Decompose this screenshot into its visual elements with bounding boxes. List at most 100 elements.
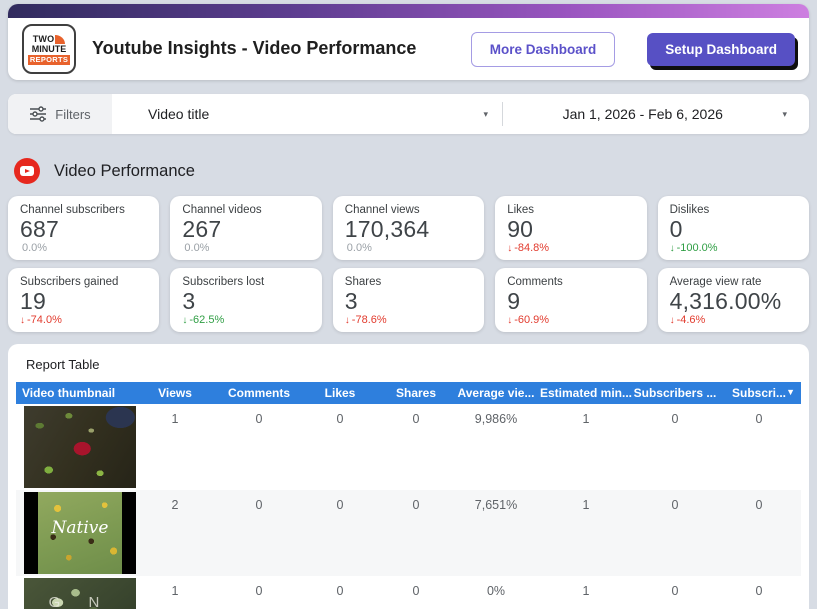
filters-label: Filters [55, 106, 91, 122]
header-gradient-bar [8, 4, 809, 18]
cell-views: 2 [171, 498, 179, 512]
thumbnail-text: Native [51, 518, 109, 539]
filter-divider [502, 102, 503, 126]
down-arrow-icon: ↓ [507, 242, 513, 254]
filters-button[interactable]: Filters [8, 94, 112, 134]
metric-card-shares: Shares 3 ↓ -78.6% [332, 268, 485, 332]
down-arrow-icon: ↓ [20, 314, 25, 326]
video-title-filter-label: Video title [148, 106, 210, 122]
cell-subscribers: 0 [671, 584, 679, 598]
chevron-down-icon: ▾ [782, 108, 787, 119]
report-table-card: Report Table Video thumbnail Views Comme… [8, 344, 809, 609]
column-header-average-view[interactable]: Average vie... [457, 386, 535, 400]
logo-line2: MINUTE [31, 43, 67, 54]
down-arrow-icon: ↓ [182, 314, 188, 326]
more-dashboard-button[interactable]: More Dashboard [470, 31, 616, 67]
metric-delta: -100.0% [676, 242, 718, 255]
metric-label: Likes [507, 204, 535, 216]
metric-value: 687 [20, 216, 59, 242]
cell-likes: 0 [336, 584, 344, 598]
cell-subscri: 0 [755, 584, 763, 598]
metric-label: Average view rate [669, 276, 762, 288]
metric-value: 267 [182, 216, 222, 242]
cell-likes: 0 [336, 412, 344, 426]
logo-line1: TWO [32, 34, 55, 45]
two-minute-reports-logo: TWO MINUTE REPORTS [22, 24, 76, 74]
video-thumbnail[interactable]: G N [24, 578, 136, 609]
date-range-dropdown[interactable]: Jan 1, 2026 - Feb 6, 2026 ▾ [503, 94, 809, 134]
metric-value: 170,364 [344, 216, 430, 242]
metric-card-subscribers-lost: Subscribers lost 3 ↓ -62.5% [170, 268, 322, 332]
metric-value: 4,316.00% [669, 288, 782, 314]
table-row: Native 2 0 0 0 7,651% 1 0 0 [16, 490, 801, 576]
video-title-filter-dropdown[interactable]: Video title ▾ [112, 94, 502, 134]
cell-comments: 0 [255, 584, 263, 598]
column-header-subscribers[interactable]: Subscribers ... [633, 386, 717, 400]
cell-comments: 0 [255, 498, 263, 512]
column-header-video-thumbnail[interactable]: Video thumbnail [22, 386, 116, 400]
cell-average-view: 9,986% [474, 412, 518, 426]
metric-value: 90 [507, 216, 534, 242]
cell-shares: 0 [412, 412, 420, 426]
column-header-subscri[interactable]: Subscri... [731, 386, 787, 400]
metric-card-comments: Comments 9 ↓ -60.9% [495, 268, 647, 332]
youtube-icon [14, 158, 40, 184]
video-thumbnail[interactable] [24, 406, 136, 488]
metric-label: Channel views [344, 204, 420, 216]
video-thumbnail[interactable]: Native [24, 492, 136, 574]
table-row: G N 1 0 0 0 0% 1 0 0 [16, 576, 801, 609]
table-header-row: Video thumbnail Views Comments Likes Sha… [16, 382, 801, 404]
down-arrow-icon: ↓ [669, 242, 675, 254]
metric-label: Shares [344, 276, 382, 288]
metric-cards-grid: Channel subscribers 687 0.0% Channel vid… [8, 196, 809, 332]
header: TWO MINUTE REPORTS Youtube Insights - Vi… [8, 4, 809, 80]
sliders-icon [30, 106, 47, 122]
metric-value: 3 [182, 288, 196, 314]
column-header-views[interactable]: Views [158, 386, 192, 400]
metric-label: Channel subscribers [20, 204, 125, 216]
metric-delta: -4.6% [676, 314, 706, 327]
metric-delta: 0.0% [22, 242, 48, 255]
metric-label: Dislikes [669, 204, 710, 216]
down-arrow-icon: ↓ [344, 314, 350, 326]
cell-average-view: 7,651% [474, 498, 518, 512]
page-title: Youtube Insights - Video Performance [92, 38, 417, 59]
cell-subscribers: 0 [671, 412, 679, 426]
metric-value: 0 [669, 216, 683, 242]
metric-label: Subscribers gained [20, 276, 119, 288]
metric-card-subscribers-gained: Subscribers gained 19 ↓ -74.0% [8, 268, 160, 332]
logo-line3: REPORTS [27, 55, 71, 65]
metric-value: 9 [507, 288, 521, 314]
metric-card-dislikes: Dislikes 0 ↓ -100.0% [657, 196, 809, 260]
cell-views: 1 [171, 412, 179, 426]
metric-card-channel-subscribers: Channel subscribers 687 0.0% [8, 196, 160, 260]
column-header-comments[interactable]: Comments [227, 386, 290, 400]
metric-delta: 0.0% [184, 242, 210, 255]
cell-subscri: 0 [755, 498, 763, 512]
metric-label: Subscribers lost [182, 276, 265, 288]
cell-estimated-min: 1 [582, 584, 590, 598]
column-header-estimated-min[interactable]: Estimated min... [539, 386, 633, 400]
sort-caret-icon[interactable]: ▼ [786, 387, 795, 397]
cell-likes: 0 [336, 498, 344, 512]
section-title: Video Performance [54, 161, 195, 180]
down-arrow-icon: ↓ [507, 314, 513, 326]
metric-delta: -84.8% [514, 242, 550, 255]
metric-delta: -62.5% [189, 314, 225, 327]
logo-pie-icon [55, 35, 66, 45]
metric-delta: 0.0% [346, 242, 372, 255]
cell-average-view: 0% [486, 584, 506, 598]
metric-label: Comments [507, 276, 563, 288]
filters-bar: Filters Video title ▾ Jan 1, 2026 - Feb … [8, 94, 809, 134]
cell-views: 1 [171, 584, 179, 598]
metric-delta: -78.6% [351, 314, 387, 327]
column-header-shares[interactable]: Shares [395, 386, 437, 400]
metric-delta: -60.9% [514, 314, 550, 327]
metric-card-likes: Likes 90 ↓ -84.8% [495, 196, 647, 260]
setup-dashboard-button[interactable]: Setup Dashboard [647, 32, 795, 66]
column-header-likes[interactable]: Likes [324, 386, 356, 400]
metric-card-average-view-rate: Average view rate 4,316.00% ↓ -4.6% [657, 268, 809, 332]
cell-estimated-min: 1 [582, 498, 590, 512]
cell-shares: 0 [412, 584, 420, 598]
thumbnail-text: G N [48, 594, 112, 609]
